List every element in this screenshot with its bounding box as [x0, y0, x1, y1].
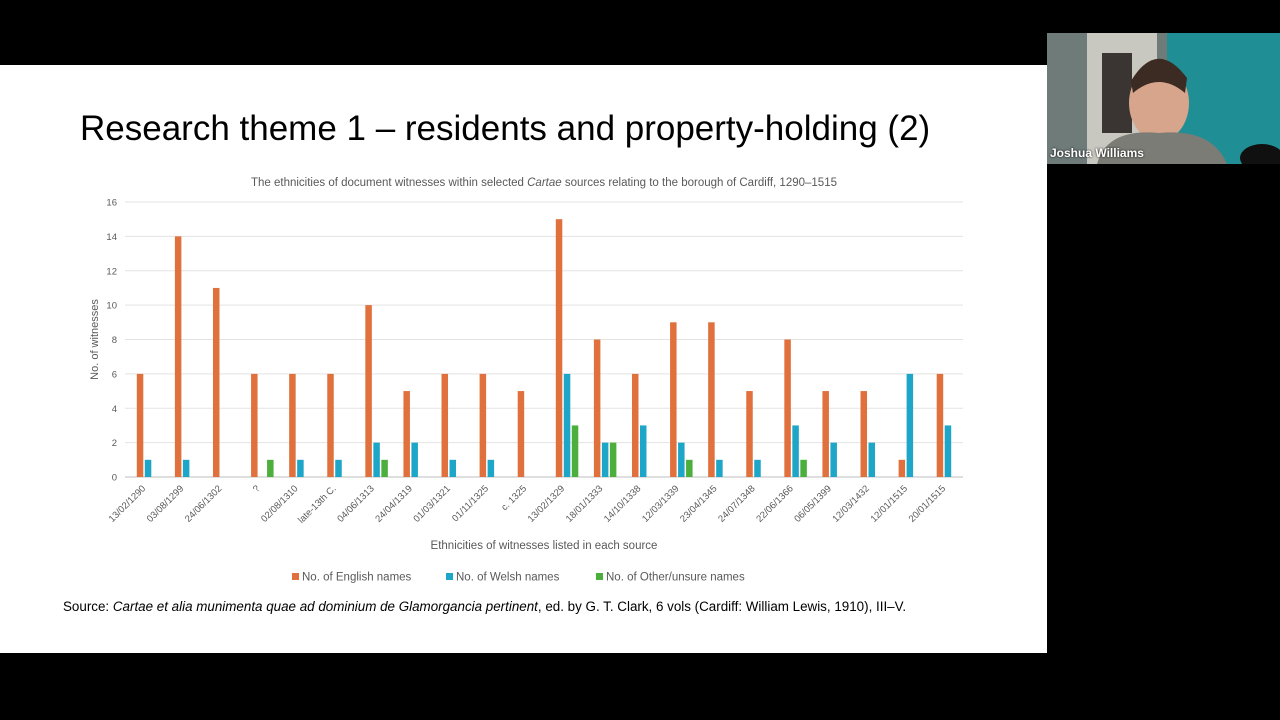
x-tick-label: 04/06/1313 [335, 483, 376, 524]
bar [267, 459, 274, 477]
x-tick-label: 01/03/1321 [411, 483, 452, 524]
bar [517, 391, 525, 477]
bar [479, 373, 487, 477]
bar [906, 373, 914, 477]
x-tick-label: 18/01/1333 [564, 483, 605, 524]
bar [144, 459, 152, 477]
bar [868, 442, 876, 477]
bar [670, 322, 677, 477]
bar [746, 391, 753, 477]
source-prefix: Source: [63, 599, 113, 614]
bar [441, 373, 449, 477]
bar [830, 442, 837, 477]
bar [593, 339, 601, 477]
participant-name: Joshua Williams [1050, 146, 1144, 160]
bar [609, 442, 617, 477]
x-tick-label: 24/06/1302 [183, 483, 224, 524]
x-tick-label: c. 1325 [499, 483, 529, 513]
bar [754, 459, 761, 477]
x-tick-label: 12/03/1339 [640, 483, 681, 524]
x-tick-label: ? [251, 483, 263, 495]
legend-swatch [292, 573, 299, 580]
bar [639, 425, 647, 477]
bar [403, 391, 410, 477]
y-tick-label: 10 [106, 301, 117, 312]
legend-swatch [596, 573, 603, 580]
bar [822, 391, 829, 477]
bar [860, 391, 868, 477]
y-tick-label: 14 [106, 232, 117, 243]
bar [936, 373, 944, 477]
chart: The ethnicities of document witnesses wi… [89, 177, 963, 584]
source-title: Cartae et alia munimenta quae ad dominiu… [112, 599, 538, 614]
x-tick-label: 13/02/1290 [107, 483, 148, 524]
bar [251, 373, 258, 477]
x-tick-label: 02/08/1310 [259, 483, 300, 524]
bar [335, 459, 342, 477]
x-tick-label: late-13th C. [296, 483, 339, 526]
legend-label: No. of English names [302, 572, 412, 584]
legend-label: No. of Other/unsure names [606, 572, 745, 584]
x-tick-label: 22/06/1366 [754, 483, 795, 524]
bar [381, 459, 388, 477]
presentation-slide: Research theme 1 – residents and propert… [0, 65, 1047, 653]
x-tick-label: 03/08/1299 [145, 483, 186, 524]
legend-swatch [446, 573, 453, 580]
x-tick-label: 23/04/1345 [678, 483, 719, 524]
legend-label: No. of Welsh names [456, 572, 560, 584]
bar [792, 425, 799, 477]
x-tick-label: 20/01/1515 [907, 483, 948, 524]
bar [708, 322, 715, 477]
bar [944, 425, 952, 477]
bar [555, 219, 563, 477]
bar [327, 373, 334, 477]
x-tick-label: 12/03/1432 [830, 483, 871, 524]
y-tick-label: 8 [112, 335, 117, 346]
participant-video[interactable]: Joshua Williams [1047, 33, 1280, 164]
y-tick-label: 16 [106, 198, 117, 209]
bar [373, 442, 380, 477]
bar [487, 459, 495, 477]
bar [686, 459, 693, 477]
bar [898, 459, 906, 477]
bar [800, 459, 807, 477]
bar [716, 459, 723, 477]
x-tick-label: 06/05/1399 [792, 483, 833, 524]
bar [212, 287, 220, 477]
chart-title: The ethnicities of document witnesses wi… [251, 177, 837, 189]
bar [289, 373, 296, 477]
bar [678, 442, 685, 477]
y-tick-label: 0 [112, 473, 117, 484]
bar [784, 339, 791, 477]
bar [631, 373, 639, 477]
source-citation: Source: Cartae et alia munimenta quae ad… [63, 599, 906, 614]
y-tick-label: 12 [106, 266, 117, 277]
bar [182, 459, 190, 477]
bar [411, 442, 418, 477]
y-axis-label: No. of witnesses [89, 299, 101, 380]
y-tick-label: 4 [112, 404, 117, 415]
y-tick-label: 6 [112, 369, 117, 380]
x-axis-label: Ethnicities of witnesses listed in each … [431, 540, 658, 552]
webcam-image [1047, 33, 1280, 164]
slide-title: Research theme 1 – residents and propert… [80, 109, 931, 148]
bar [297, 459, 304, 477]
x-tick-label: 24/07/1348 [716, 483, 757, 524]
x-tick-label: 13/02/1329 [526, 483, 567, 524]
bar [174, 236, 182, 477]
bar [365, 305, 372, 477]
bar [571, 425, 579, 477]
bar [136, 373, 144, 477]
source-suffix: , ed. by G. T. Clark, 6 vols (Cardiff: W… [537, 599, 907, 614]
bar [449, 459, 457, 477]
x-tick-label: 12/01/1515 [869, 483, 910, 524]
x-tick-label: 01/11/1325 [450, 483, 491, 524]
x-tick-label: 14/10/1338 [602, 483, 643, 524]
x-tick-label: 24/04/1319 [373, 483, 414, 524]
bar [563, 373, 571, 477]
bar [601, 442, 609, 477]
y-tick-label: 2 [112, 438, 117, 449]
